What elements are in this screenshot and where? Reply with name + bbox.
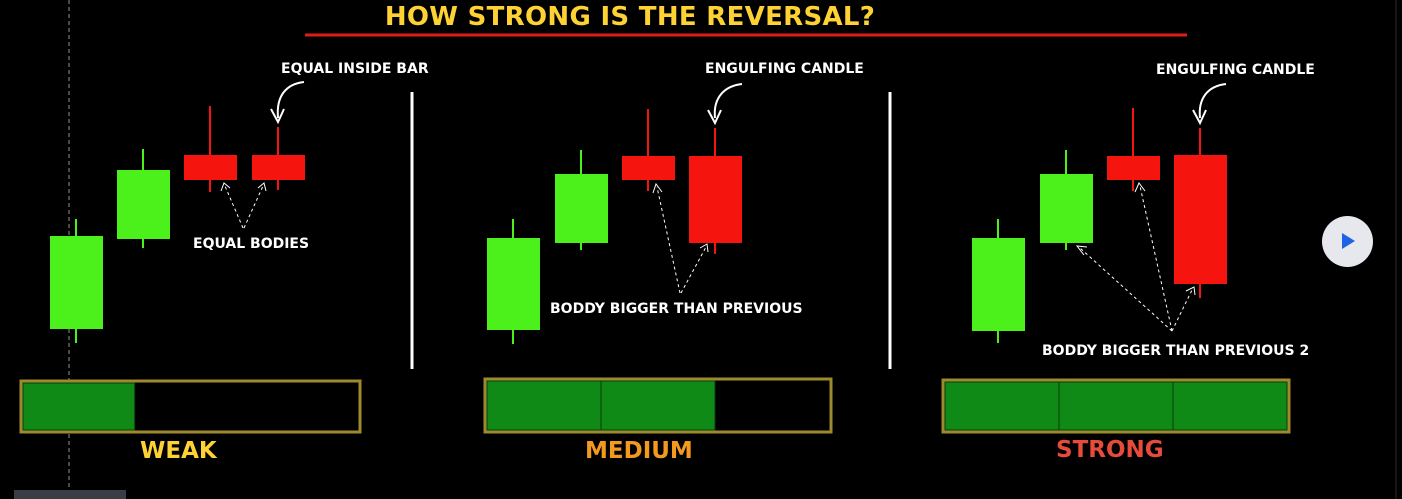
dashed-pointer bbox=[224, 185, 244, 229]
candle-bear bbox=[184, 106, 237, 192]
candle-bull bbox=[50, 219, 103, 343]
play-icon bbox=[1342, 233, 1355, 249]
annotation-bottom: BODDY BIGGER THAN PREVIOUS 2 bbox=[1042, 343, 1310, 359]
annotation-top: ENGULFING CANDLE bbox=[1156, 62, 1315, 78]
candle-bull bbox=[487, 219, 540, 344]
meter-segment bbox=[944, 381, 1060, 431]
candle-bear bbox=[252, 127, 305, 190]
level-label-strong: STRONG bbox=[1056, 437, 1164, 463]
panel-weak-candles bbox=[50, 106, 305, 343]
curved-arrow-icon bbox=[713, 83, 743, 119]
candle-bear bbox=[1174, 128, 1227, 298]
meter-segment bbox=[22, 382, 136, 431]
panel-medium-candles bbox=[487, 109, 742, 344]
meter-segment bbox=[1172, 381, 1288, 431]
level-label-weak: WEAK bbox=[140, 438, 217, 464]
panel-strong-candles bbox=[972, 108, 1227, 343]
page-title: HOW STRONG IS THE REVERSAL? bbox=[384, 2, 876, 32]
play-button[interactable] bbox=[1322, 216, 1373, 267]
dashed-pointer bbox=[243, 185, 264, 229]
annotation-bottom: EQUAL BODIES bbox=[193, 236, 310, 252]
dashed-pointer bbox=[1139, 185, 1173, 332]
annotation-top: ENGULFING CANDLE bbox=[705, 61, 864, 77]
candle-bull bbox=[972, 219, 1025, 343]
meter-segment bbox=[600, 380, 716, 431]
candle-bear bbox=[622, 109, 675, 191]
dashed-pointer bbox=[680, 246, 707, 294]
dashed-pointer bbox=[1171, 289, 1193, 332]
level-label-medium: MEDIUM bbox=[585, 438, 693, 464]
annotation-top: EQUAL INSIDE BAR bbox=[281, 61, 429, 77]
horizontal-scrollbar[interactable] bbox=[14, 490, 126, 499]
candle-bull bbox=[1040, 150, 1093, 250]
dashed-pointer bbox=[1079, 247, 1173, 332]
candle-bear bbox=[1107, 108, 1160, 191]
candle-bull bbox=[117, 149, 170, 248]
candle-bear bbox=[689, 128, 742, 254]
meter-segment bbox=[1058, 381, 1174, 431]
dashed-pointer bbox=[656, 186, 681, 294]
curved-arrow-icon bbox=[1198, 83, 1227, 119]
meter-segment bbox=[486, 380, 602, 431]
candle-bull bbox=[555, 150, 608, 250]
curved-arrow-icon bbox=[276, 81, 305, 119]
annotation-bottom: BODDY BIGGER THAN PREVIOUS bbox=[550, 301, 803, 317]
